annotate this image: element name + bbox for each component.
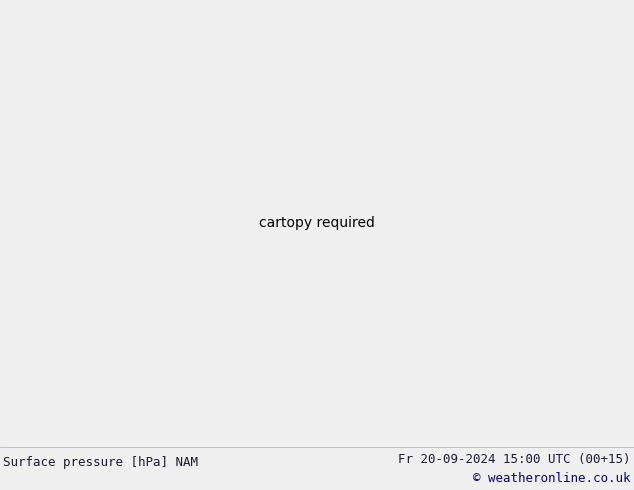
Text: cartopy required: cartopy required xyxy=(259,217,375,230)
Text: Surface pressure [hPa] NAM: Surface pressure [hPa] NAM xyxy=(3,456,198,469)
Text: © weatheronline.co.uk: © weatheronline.co.uk xyxy=(474,472,631,486)
Text: Fr 20-09-2024 15:00 UTC (00+15): Fr 20-09-2024 15:00 UTC (00+15) xyxy=(398,453,631,466)
